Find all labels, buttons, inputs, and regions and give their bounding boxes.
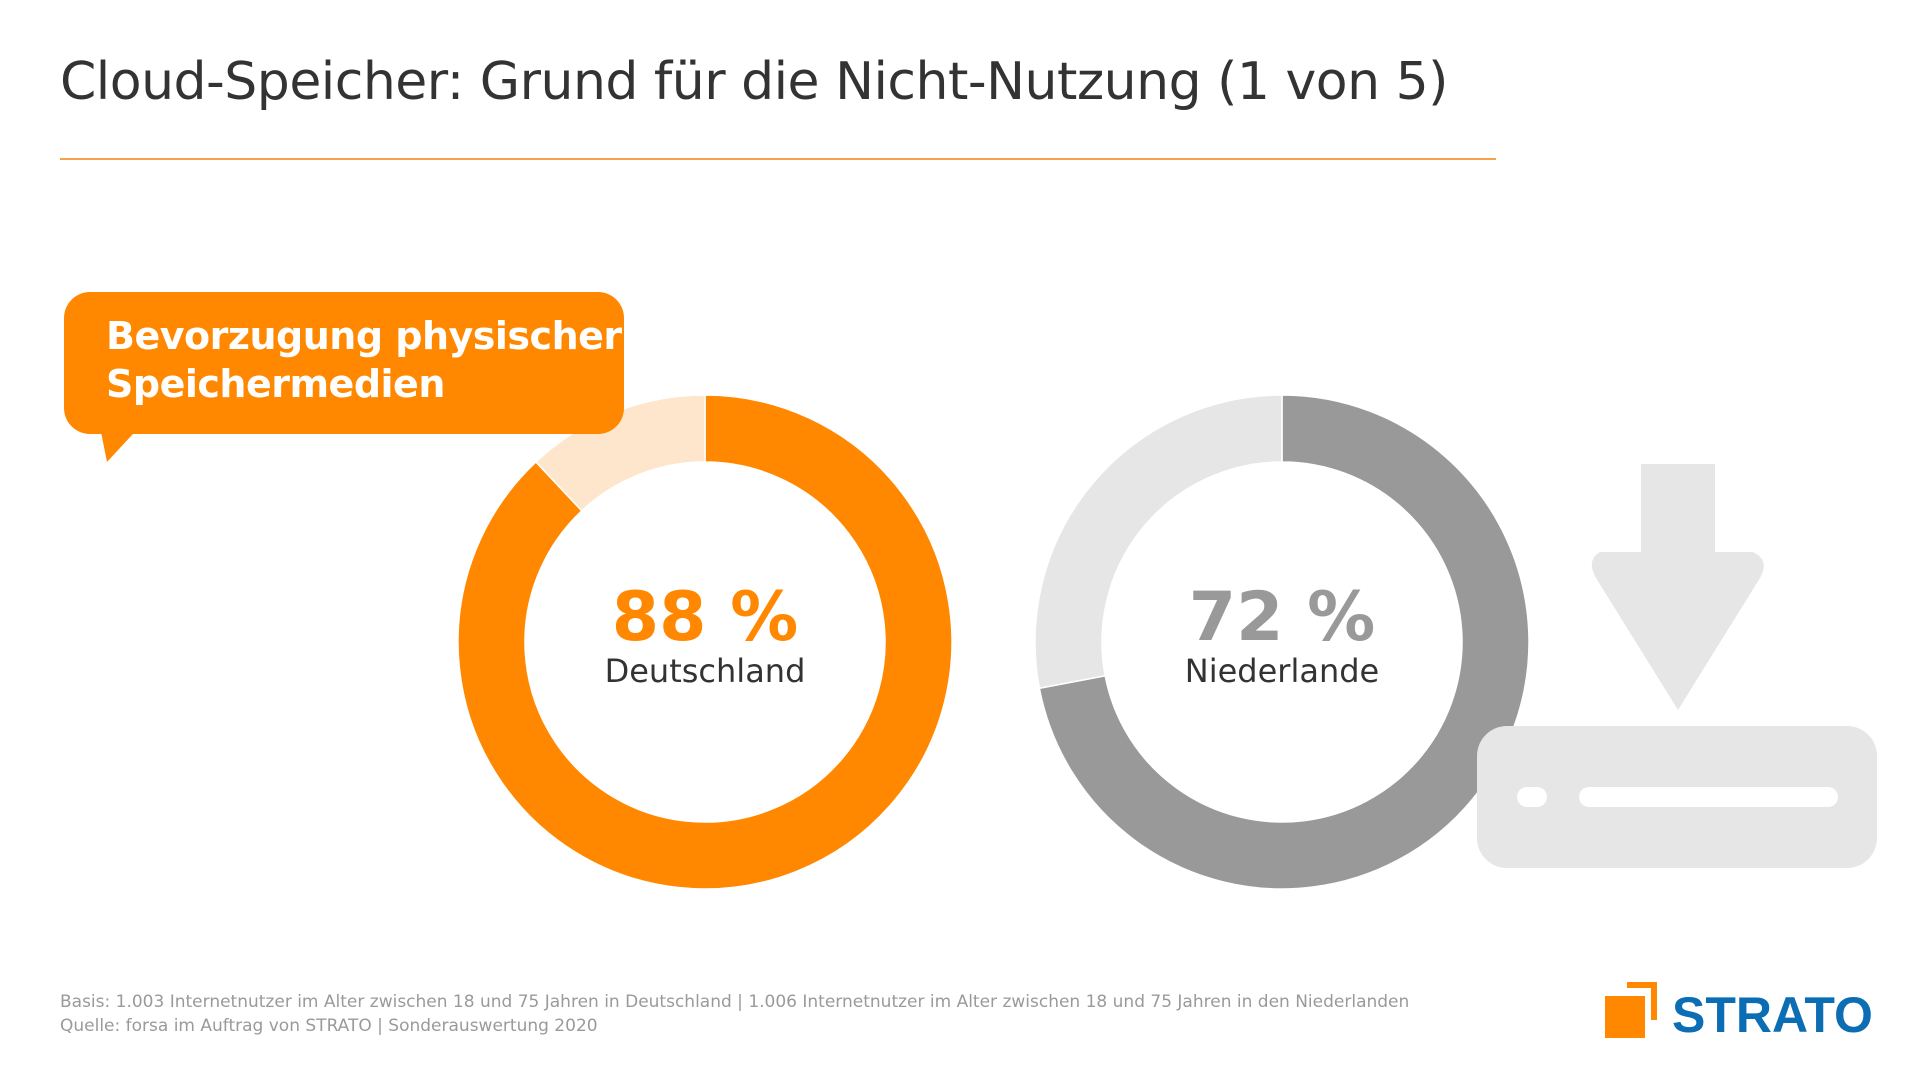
value-label-niederlande: 72 % (1188, 578, 1376, 657)
callout-bubble: Bevorzugung physischer Speichermedien (64, 292, 624, 462)
donut-niederlande (1034, 394, 1530, 890)
strato-logo-mark (1605, 982, 1657, 1038)
page-title: Cloud-Speicher: Grund für die Nicht-Nutz… (60, 52, 1448, 112)
category-label-deutschland: Deutschland (604, 652, 806, 690)
download-to-drive-icon (1477, 464, 1877, 868)
arrow-shaft (1641, 464, 1715, 558)
arrow-head (1591, 552, 1764, 710)
callout-line-2: Speichermedien (106, 362, 445, 406)
category-label-niederlande: Niederlande (1184, 652, 1380, 690)
footer-basis: Basis: 1.003 Internetnutzer im Alter zwi… (60, 992, 1410, 1012)
donut-segment-value (1038, 394, 1530, 890)
strato-logo-text: STRATO (1672, 987, 1873, 1043)
footer-notes: Basis: 1.003 Internetnutzer im Alter zwi… (60, 990, 1409, 1038)
value-label-deutschland: 88 % (611, 578, 799, 657)
donut-segment-value (457, 394, 953, 890)
drive-slot (1579, 787, 1838, 807)
title-divider (60, 158, 1496, 160)
footer-source: Quelle: forsa im Auftrag von STRATO | So… (60, 1016, 598, 1036)
callout-line-1: Bevorzugung physischer (106, 314, 622, 358)
donut-segment-rest (1034, 394, 1283, 690)
callout-tail (99, 422, 144, 462)
drive-led (1517, 787, 1547, 807)
